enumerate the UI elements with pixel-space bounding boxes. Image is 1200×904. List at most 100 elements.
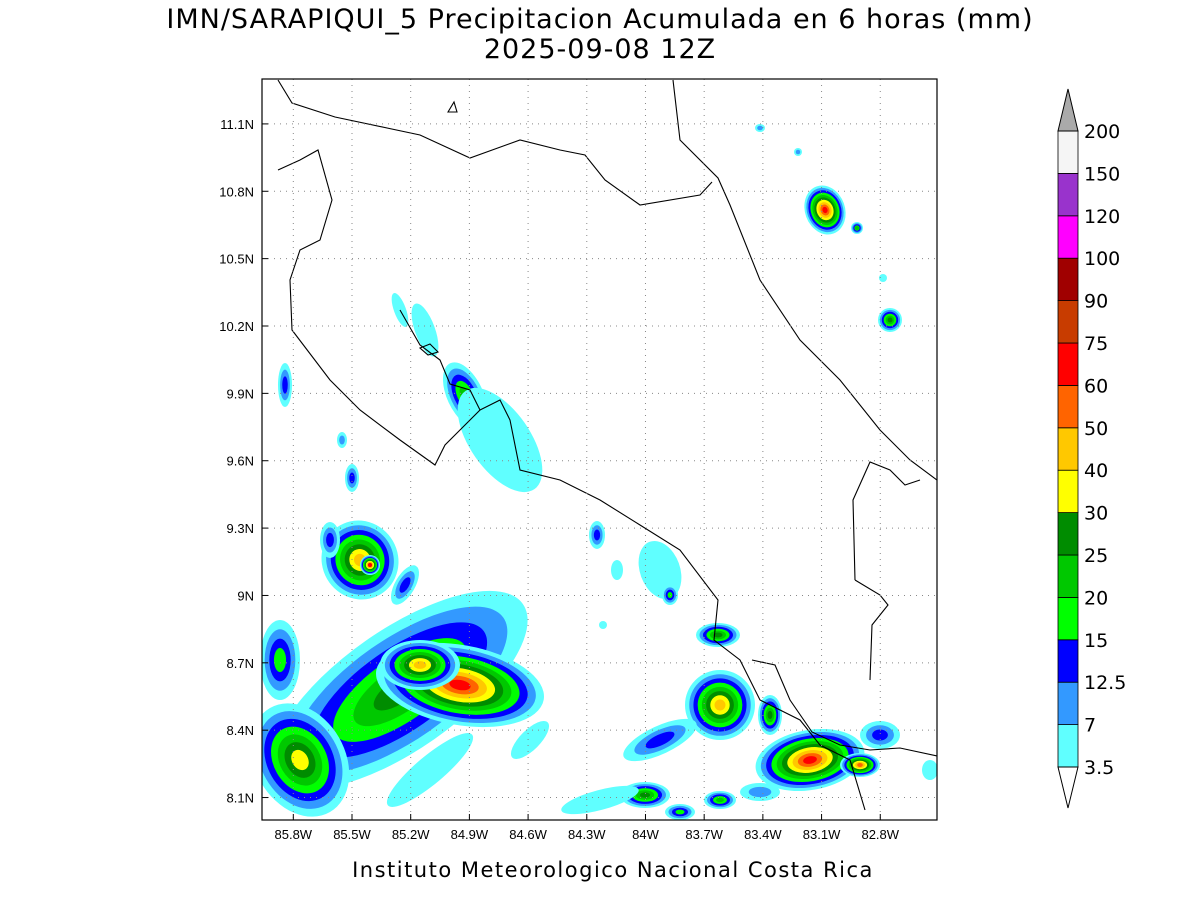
colorbar-box [1057, 681, 1079, 726]
colorbar-box [1057, 469, 1079, 514]
coastlines [277, 79, 937, 811]
colorbar-label: 40 [1084, 460, 1108, 482]
colorbar-label: 3.5 [1084, 757, 1114, 779]
y-tick-label: 11.1N [220, 117, 254, 132]
x-tick-label: 84.3W [568, 827, 606, 842]
precip-area [273, 647, 287, 673]
colorbar-under [1057, 766, 1079, 809]
colorbar-box [1057, 554, 1079, 598]
precip-area [291, 749, 309, 771]
precip-area [922, 760, 937, 780]
x-tick-label: 85.8W [275, 827, 313, 842]
colorbar-label: 90 [1084, 291, 1108, 313]
x-tick-label: 84W [632, 827, 659, 842]
colorbar-box [1057, 384, 1079, 429]
precip-area [611, 560, 623, 580]
precip-area [639, 792, 651, 798]
precip-area [822, 206, 828, 214]
y-tick-label: 8.7N [227, 656, 254, 671]
y-tick-label: 10.2N [219, 319, 254, 334]
precip-area [757, 125, 763, 131]
precip-area [413, 661, 427, 669]
colorbar-box [1057, 215, 1079, 259]
y-tick-label: 9.9N [227, 386, 254, 401]
precipitation-field [262, 124, 937, 820]
precip-area [879, 274, 887, 282]
colorbar-label: 25 [1084, 545, 1108, 567]
precip-area [282, 376, 288, 394]
colorbar-label: 15 [1084, 630, 1108, 652]
x-tick-label: 83.7W [685, 827, 723, 842]
colorbar-box [1057, 427, 1079, 471]
precip-area [411, 303, 439, 357]
y-tick-label: 10.5N [219, 252, 254, 267]
precip-area [449, 679, 471, 691]
colorbar: 3.5 7 12.5 15 20 25 30 40 50 60 75 90 100 120 150 200 [1057, 88, 1126, 809]
title: IMN/SARAPIQUI_5 Precipitacion Acumulada … [166, 4, 1033, 35]
colorbar-label: 50 [1084, 418, 1108, 440]
axes: 85.8W 85.5W 85.2W 84.9W 84.6W 84.3W 84W 83.7W 83… [219, 79, 937, 842]
x-tick-label: 82.8W [861, 827, 899, 842]
coastline [854, 579, 889, 681]
colorbar-box [1057, 639, 1079, 683]
colorbar-box [1057, 300, 1079, 344]
x-tick-label: 84.6W [509, 827, 547, 842]
colorbar-label: 100 [1084, 248, 1120, 270]
x-tick-label: 85.5W [333, 827, 371, 842]
y-tick-label: 9.3N [227, 521, 254, 536]
colorbar-box [1057, 512, 1079, 556]
precip-area [561, 785, 639, 815]
precip-area [795, 149, 801, 155]
precip-area [803, 756, 817, 764]
colorbar-box [1057, 172, 1079, 217]
island [418, 343, 440, 356]
colorbar-box [1057, 597, 1079, 641]
island [447, 100, 458, 113]
precip-area [714, 699, 726, 711]
precip-area [593, 529, 601, 541]
y-tick-label: 9.6N [227, 454, 254, 469]
precip-area [326, 532, 334, 548]
y-tick-label: 8.4N [227, 723, 254, 738]
colorbar-label: 30 [1084, 503, 1108, 525]
precip-area [638, 540, 682, 600]
x-tick-label: 84.9W [451, 827, 489, 842]
y-tick-label: 9N [237, 588, 254, 603]
colorbar-label: 75 [1084, 333, 1108, 355]
precip-area [599, 621, 607, 629]
colorbar-label: 200 [1084, 121, 1120, 143]
colorbar-box [1057, 724, 1079, 768]
y-tick-label: 8.1N [227, 791, 254, 806]
precip-area [716, 797, 724, 803]
precip-area [872, 729, 888, 741]
precip-area [510, 720, 550, 760]
precip-area [713, 632, 723, 638]
colorbar-box [1057, 257, 1079, 302]
precip-area [675, 809, 685, 815]
colorbar-over [1057, 88, 1079, 132]
precip-area [887, 317, 893, 323]
colorbar-label: 120 [1084, 206, 1120, 228]
coastline [277, 149, 481, 466]
precip-area [386, 733, 474, 807]
precip-area [645, 731, 675, 749]
y-tick-label: 10.8N [219, 184, 254, 199]
map-frame [261, 78, 938, 821]
colorbar-box [1057, 130, 1079, 174]
precip-area [457, 387, 543, 493]
x-tick-label: 83.1W [803, 827, 841, 842]
precip-area [857, 763, 863, 767]
colorbar-label: 12.5 [1084, 672, 1126, 694]
precip-area [767, 710, 773, 720]
colorbar-box [1057, 342, 1079, 386]
coastline [852, 461, 921, 581]
border [751, 659, 937, 757]
precip-area [855, 226, 859, 230]
precip-area [748, 786, 772, 798]
precip-area [349, 472, 355, 484]
colorbar-label: 20 [1084, 587, 1108, 609]
colorbar-label: 150 [1084, 163, 1120, 185]
x-tick-label: 85.2W [392, 827, 430, 842]
